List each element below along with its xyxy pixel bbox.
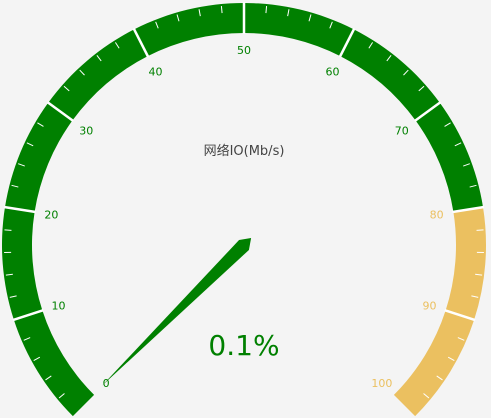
minor-tick — [423, 393, 430, 399]
minor-tick — [58, 393, 65, 399]
minor-tick — [368, 42, 374, 49]
minor-tick — [33, 356, 41, 362]
minor-tick — [9, 295, 17, 298]
minor-tick — [155, 21, 159, 29]
minor-tick — [37, 122, 44, 127]
minor-tick — [454, 142, 462, 147]
tick-label: 100 — [371, 377, 392, 390]
major-separator — [12, 309, 44, 322]
gauge-band-1 — [393, 207, 486, 417]
minor-tick — [96, 55, 102, 62]
minor-tick — [469, 184, 477, 188]
tick-label: 70 — [395, 124, 409, 137]
major-separator — [132, 27, 150, 58]
minor-tick — [11, 184, 19, 188]
tick-label: 0 — [103, 377, 110, 390]
minor-tick — [457, 337, 465, 341]
minor-tick — [475, 273, 483, 276]
major-separator — [46, 101, 75, 122]
minor-tick — [471, 295, 479, 298]
minor-tick — [26, 142, 34, 147]
minor-tick — [308, 14, 312, 22]
tick-label: 90 — [422, 299, 436, 312]
minor-tick — [329, 21, 333, 29]
gauge-band-0 — [1, 2, 484, 417]
minor-tick — [220, 6, 223, 14]
tick-label: 20 — [44, 208, 58, 221]
major-separator — [413, 101, 442, 122]
tick-label: 50 — [237, 44, 251, 57]
tick-label: 10 — [52, 299, 66, 312]
minor-tick — [403, 69, 409, 76]
gauge-value-label: 0.1% — [208, 329, 279, 362]
minor-tick — [63, 85, 70, 92]
tick-labels: 0 10 20 30 40 50 60 70 80 90 100 — [44, 44, 443, 390]
tick-label: 30 — [79, 124, 93, 137]
minor-tick — [287, 9, 290, 17]
minor-tick — [444, 122, 451, 127]
minor-tick — [176, 14, 180, 22]
minor-tick — [418, 85, 425, 92]
tick-label: 60 — [326, 65, 340, 78]
major-separator — [338, 27, 356, 58]
gauge-pointer — [101, 237, 252, 386]
major-separator — [444, 309, 476, 322]
minor-tick — [79, 69, 85, 76]
minor-tick — [45, 375, 52, 381]
minor-ticks — [4, 6, 484, 399]
tick-label: 40 — [148, 65, 162, 78]
tick-label: 80 — [430, 208, 444, 221]
gauge-title: 网络IO(Mb/s) — [204, 143, 285, 159]
major-separator — [3, 205, 36, 214]
minor-tick — [18, 163, 25, 167]
minor-tick — [198, 9, 201, 17]
major-tick-separators — [3, 2, 485, 322]
minor-tick — [447, 356, 455, 362]
minor-tick — [114, 42, 120, 49]
minor-tick — [23, 337, 31, 341]
major-separator — [452, 205, 485, 214]
minor-tick — [265, 6, 268, 14]
minor-tick — [463, 163, 470, 167]
minor-tick — [386, 55, 392, 62]
minor-tick — [5, 273, 13, 276]
minor-tick — [436, 375, 443, 381]
